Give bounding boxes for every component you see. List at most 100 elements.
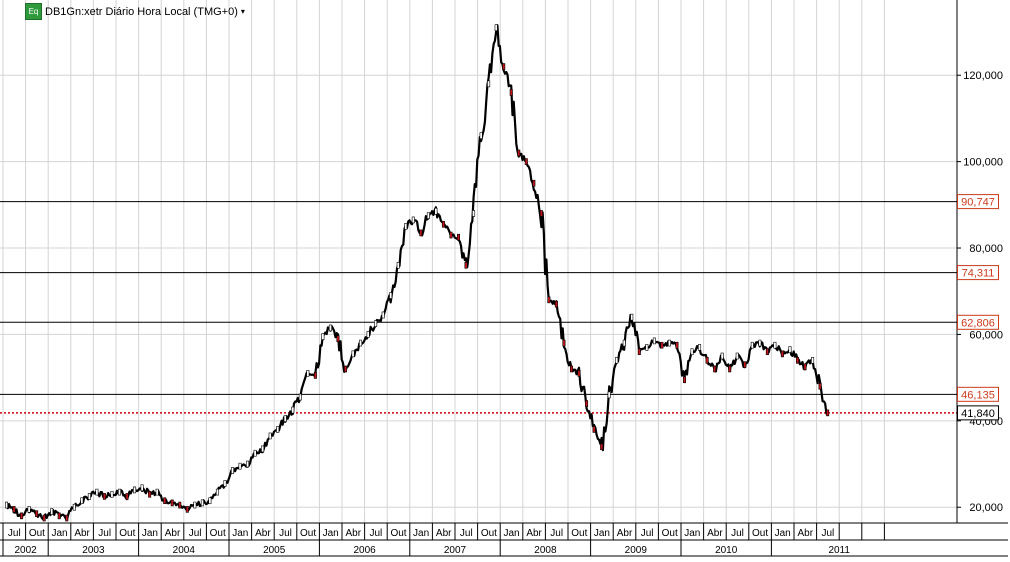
price-candle: [313, 372, 317, 379]
current-price-text: 41,840: [961, 408, 995, 420]
level-label-box: [957, 194, 999, 210]
price-candle: [728, 365, 732, 373]
price-candle: [456, 233, 460, 241]
price-candle: [464, 261, 468, 269]
price-candle: [57, 512, 61, 520]
price-candle: [524, 158, 528, 165]
price-candle: [615, 357, 619, 364]
price-candle: [750, 341, 754, 349]
month-label: Jul: [641, 528, 654, 539]
price-candle: [532, 179, 536, 187]
price-candle: [185, 506, 189, 513]
month-label: Jul: [8, 528, 21, 539]
price-candle: [441, 220, 445, 228]
chart-title[interactable]: DB1Gn:xetr Diário Hora Local (TMG+0): [45, 5, 238, 18]
title-dropdown-icon[interactable]: ▾: [240, 7, 245, 16]
month-label: Abr: [165, 528, 181, 539]
price-candle: [155, 488, 159, 496]
month-label: Jul: [550, 528, 563, 539]
price-candle: [592, 426, 596, 433]
price-candle: [65, 514, 69, 522]
year-label: 2009: [625, 545, 648, 556]
price-candle: [622, 339, 626, 347]
month-label: Abr: [255, 528, 271, 539]
price-candle: [223, 480, 227, 487]
price-candle: [735, 352, 739, 360]
month-label: Jan: [51, 528, 67, 539]
price-candle: [328, 324, 332, 332]
price-candle: [246, 460, 250, 468]
equity-badge-icon: Eq: [25, 3, 42, 20]
chart-header[interactable]: Eq DB1Gn:xetr Diário Hora Local (TMG+0) …: [25, 3, 245, 20]
price-candle: [110, 490, 114, 498]
price-candle: [374, 320, 378, 327]
price-candle: [133, 486, 137, 494]
price-candle: [5, 501, 9, 509]
price-candle: [803, 363, 807, 371]
price-candle: [449, 231, 453, 239]
price-candle: [140, 484, 144, 492]
y-tick-label: 120,000: [963, 70, 1003, 82]
price-candle: [743, 361, 747, 368]
level-label-text: 74,311: [962, 268, 995, 280]
month-label: Jan: [232, 528, 248, 539]
year-label: 2011: [828, 545, 850, 556]
month-label: Abr: [346, 528, 362, 539]
price-candle: [713, 365, 717, 373]
month-label: Out: [119, 528, 135, 539]
month-label: Abr: [707, 528, 723, 539]
price-candle: [765, 348, 769, 356]
price-candle: [780, 350, 784, 358]
price-candle: [200, 499, 204, 507]
price-candle: [276, 426, 280, 433]
month-label: Jul: [731, 528, 744, 539]
y-tick-label: 20,000: [969, 502, 1003, 514]
price-candle: [336, 335, 340, 343]
price-candle: [788, 346, 792, 353]
price-candle: [479, 132, 483, 139]
year-label: 2006: [353, 545, 376, 556]
year-label: 2008: [534, 545, 557, 556]
month-label: Out: [481, 528, 497, 539]
year-label: 2004: [173, 545, 196, 556]
level-label-text: 62,806: [961, 317, 995, 329]
price-candle: [818, 382, 822, 390]
price-candle: [577, 369, 581, 377]
price-candle: [193, 501, 197, 509]
year-label: 2005: [263, 545, 286, 556]
price-candle: [517, 149, 521, 157]
level-label: 62,806: [957, 314, 999, 330]
price-candle: [411, 216, 415, 224]
month-label: Abr: [617, 528, 633, 539]
price-candle: [87, 493, 91, 500]
year-label: 2007: [444, 545, 467, 556]
month-label: Jan: [503, 528, 519, 539]
month-label: Out: [390, 528, 406, 539]
month-label: Jan: [684, 528, 700, 539]
price-candle: [487, 80, 491, 88]
price-candle: [509, 89, 513, 96]
price-candle: [419, 229, 423, 237]
price-candle: [758, 339, 762, 347]
price-candle: [675, 341, 679, 349]
price-candle: [42, 514, 46, 522]
month-label: Out: [210, 528, 226, 539]
price-candle: [27, 506, 31, 513]
month-label: Jul: [98, 528, 111, 539]
price-candle: [811, 357, 815, 364]
level-label: 90,747: [957, 194, 999, 210]
month-label: Jul: [370, 528, 383, 539]
year-label: 2002: [14, 545, 37, 556]
price-candle: [163, 497, 167, 505]
month-label: Jul: [822, 528, 835, 539]
price-candle: [208, 497, 212, 505]
price-candle: [396, 261, 400, 269]
level-label: 46,135: [957, 386, 999, 402]
price-candle: [569, 365, 573, 373]
price-candle: [343, 365, 347, 373]
price-candle: [585, 400, 589, 407]
level-label-text: 46,135: [961, 389, 995, 401]
month-label: Abr: [798, 528, 814, 539]
price-candle: [637, 348, 641, 356]
